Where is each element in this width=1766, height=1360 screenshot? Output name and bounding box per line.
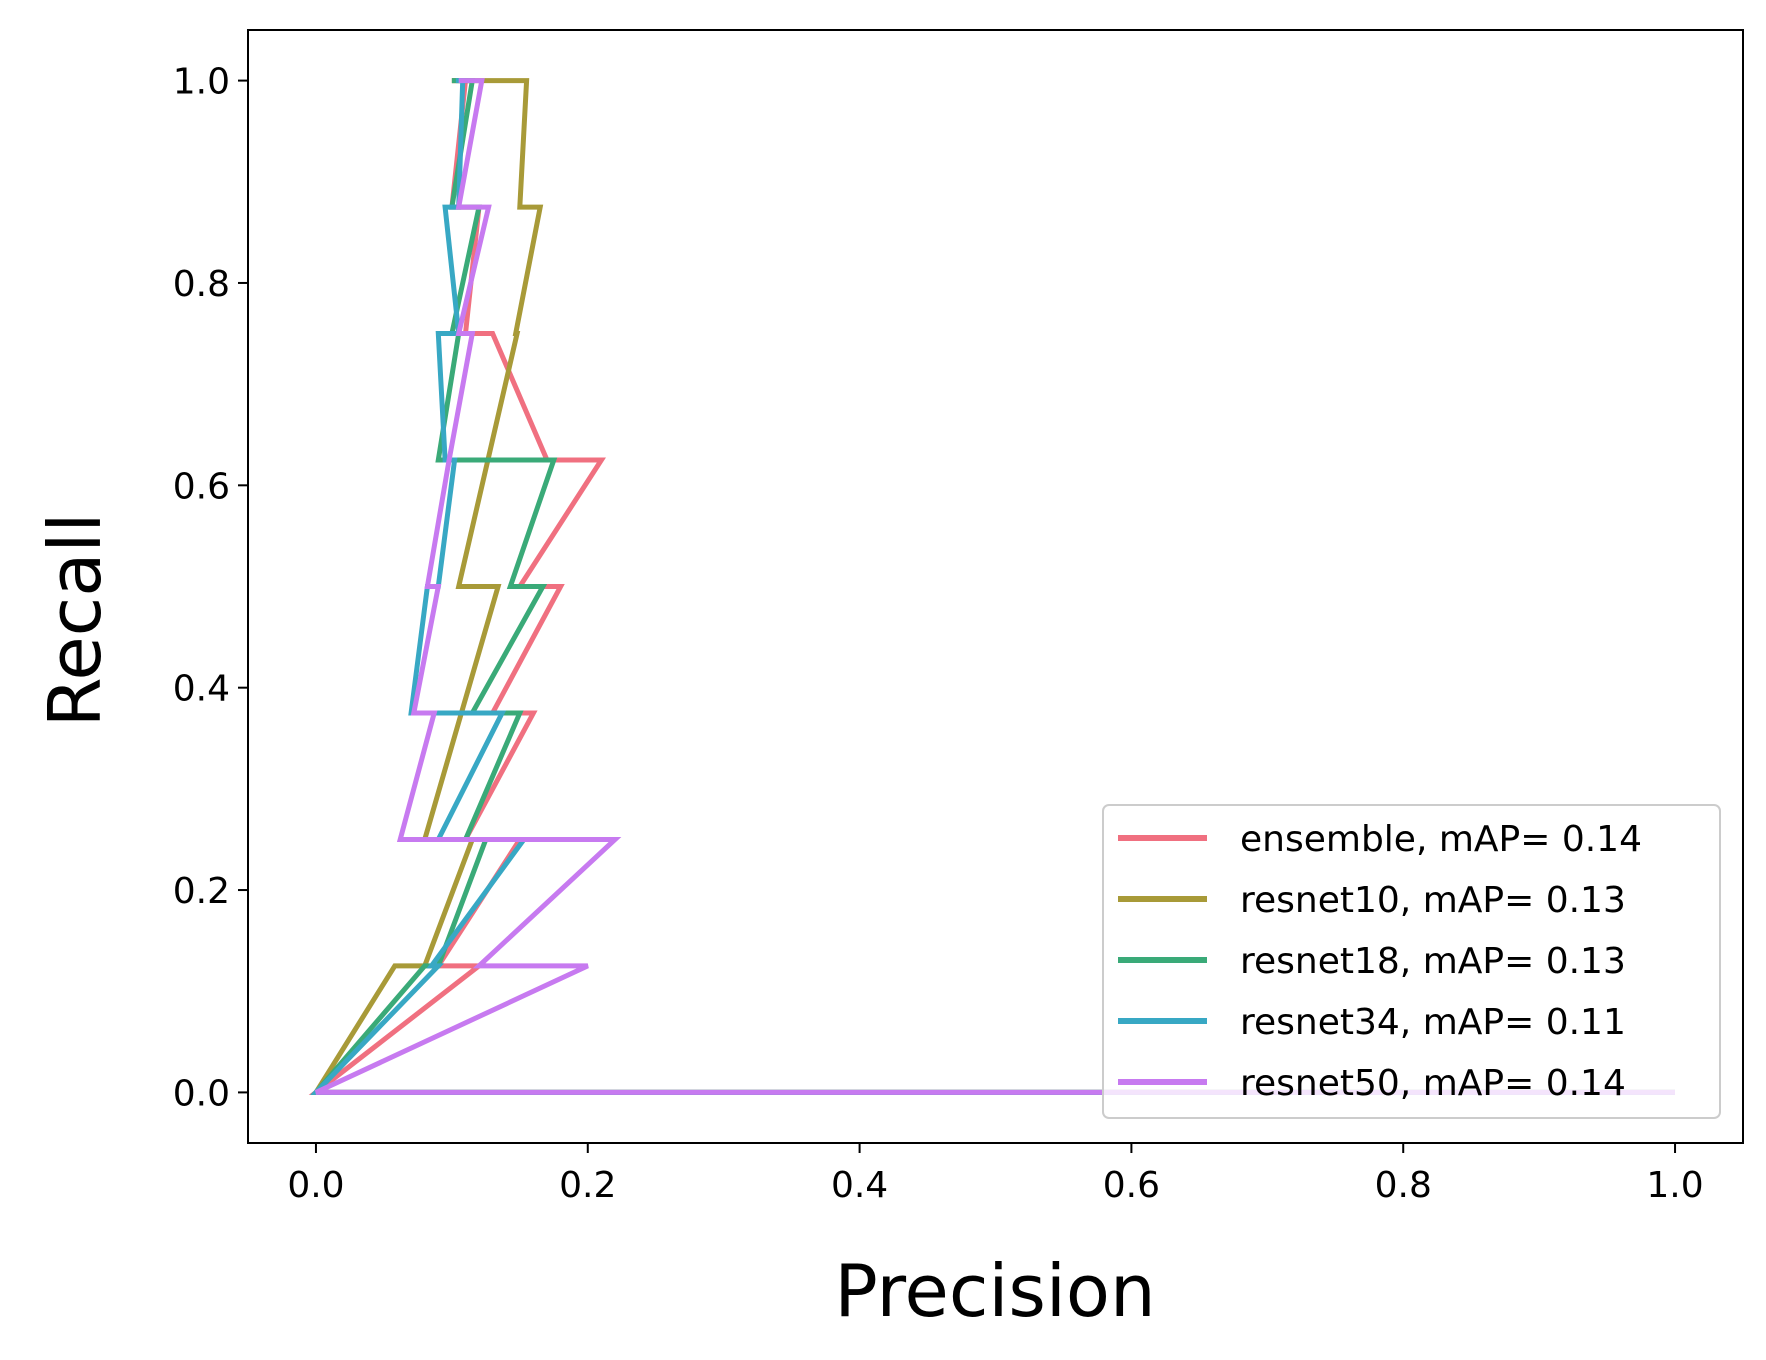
plot-frame xyxy=(247,29,1744,1144)
legend-label: resnet50, mAP= 0.14 xyxy=(1240,1063,1626,1104)
series-line-5 xyxy=(314,78,1675,1095)
x-tick-label: 0.2 xyxy=(559,1165,616,1206)
legend-label: ensemble, mAP= 0.14 xyxy=(1240,819,1642,860)
y-axis-label: Recall xyxy=(33,513,117,728)
legend: ensemble, mAP= 0.14 resnet10, mAP= 0.13 re… xyxy=(1102,804,1721,1119)
x-tick-label: 0.8 xyxy=(1375,1165,1432,1206)
legend-label: resnet18, mAP= 0.13 xyxy=(1240,941,1626,982)
y-tick-label: 0.4 xyxy=(173,669,230,710)
y-tick-label: 0.0 xyxy=(173,1073,230,1114)
y-tick-label: 0.8 xyxy=(173,264,230,305)
x-axis-label: Precision xyxy=(834,1249,1155,1333)
x-tick-label: 0.0 xyxy=(287,1165,344,1206)
y-tick-label: 0.6 xyxy=(173,466,230,507)
legend-label: resnet10, mAP= 0.13 xyxy=(1240,880,1626,921)
x-tick-label: 0.6 xyxy=(1103,1165,1160,1206)
x-tick-label: 1.0 xyxy=(1646,1165,1703,1206)
y-tick-label: 0.2 xyxy=(173,871,230,912)
y-tick-label: 1.0 xyxy=(173,62,230,103)
legend-box xyxy=(1102,804,1721,1119)
x-axis-ticks: 0.0 0.2 0.4 0.6 0.8 1.0 xyxy=(287,1143,1704,1206)
y-axis-ticks: 0.0 0.2 0.4 0.6 0.8 1.0 xyxy=(173,62,248,1114)
x-tick-label: 0.4 xyxy=(831,1165,888,1206)
plot-lines xyxy=(308,78,1675,1095)
legend-label: resnet34, mAP= 0.11 xyxy=(1240,1002,1626,1043)
series-line-2 xyxy=(311,78,1675,1095)
